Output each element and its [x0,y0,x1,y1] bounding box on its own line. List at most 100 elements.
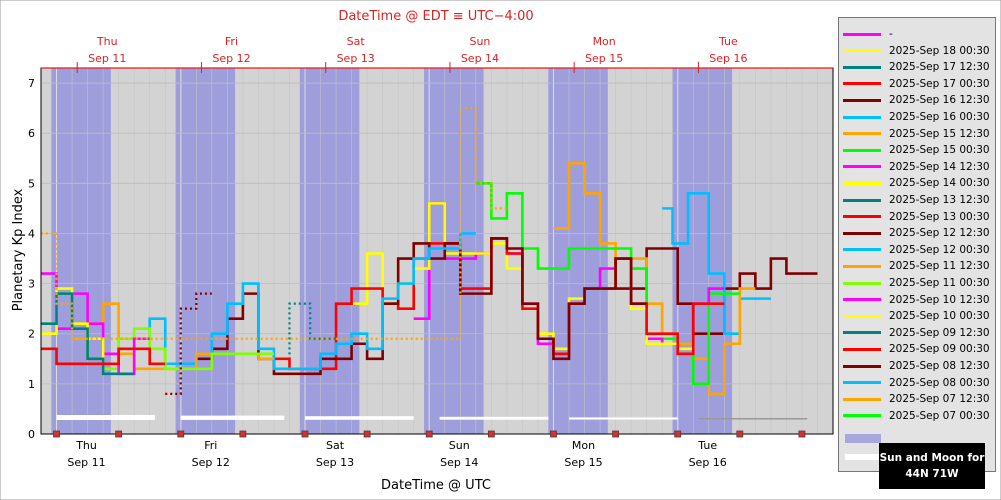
legend-label: 2025-Sep 13 00:30 [889,210,990,223]
legend-swatch [843,181,881,185]
legend-swatch [843,248,881,252]
night-band [51,68,111,434]
legend-swatch [843,132,881,136]
top-tick-date: Sep 11 [88,52,126,65]
legend-swatch [843,298,881,302]
legend-item: 2025-Sep 17 12:30 [843,59,990,75]
legend-label: 2025-Sep 09 12:30 [889,326,990,339]
x-tick-day: Fri [204,439,217,452]
legend-swatch [843,364,881,368]
night-band [548,68,608,434]
legend-item: 2025-Sep 14 12:30 [843,159,990,175]
x-tick-date: Sep 15 [564,456,602,469]
legend-swatch [843,231,881,235]
top-tick-day: Sat [347,35,366,48]
x-tick-date: Sep 12 [192,456,230,469]
x-tick-day: Sun [449,439,470,452]
y-tick-label: 3 [28,278,35,291]
sun-moon-line-1: Sun and Moon for [879,452,985,464]
legend-swatch [843,198,881,202]
legend-label: 2025-Sep 14 12:30 [889,160,990,173]
legend-label: 2025-Sep 10 12:30 [889,293,990,306]
x-axis-marker [363,430,371,438]
legend-label: 2025-Sep 16 12:30 [889,94,990,107]
legend-label: 2025-Sep 08 12:30 [889,360,990,372]
y-axis-label: Planetary Kp Index [11,188,26,311]
sun-moon-label: Sun and Moon for 44N 71W [879,443,985,489]
x-tick-date: Sep 11 [67,456,105,469]
y-tick-label: 6 [28,127,35,140]
legend-swatch [843,314,881,318]
night-band [672,68,733,434]
legend-label: 2025-Sep 11 12:30 [889,260,990,273]
moon-bar [439,416,549,420]
top-tick-day: Tue [718,35,738,48]
legend-item: 2025-Sep 17 00:30 [843,76,990,92]
x-axis-marker [487,430,495,438]
legend-item: 2025-Sep 10 12:30 [843,292,990,308]
legend-label: 2025-Sep 07 12:30 [889,393,990,406]
x-tick-date: Sep 14 [440,456,478,469]
legend-label: 2025-Sep 07 00:30 [889,409,990,422]
legend-swatch [843,397,881,401]
legend-item: 2025-Sep 07 00:30 [843,408,990,424]
legend-swatch [843,115,881,119]
series-line [273,302,337,360]
legend-swatch [843,331,881,335]
legend-item: 2025-Sep 14 00:30 [843,175,990,191]
legend-label: 2025-Sep 18 00:30 [889,44,990,57]
legend-swatch [843,414,881,418]
legend-swatch [843,347,881,351]
legend-label: 2025-Sep 17 00:30 [889,77,990,90]
legend-item: 2025-Sep 16 12:30 [843,92,990,108]
night-band [424,68,484,434]
x-axis-marker [736,430,744,438]
legend-label: 2025-Sep 13 12:30 [889,194,990,206]
x-axis-label: DateTime @ UTC [381,478,491,493]
legend-label: 2025-Sep 17 12:30 [889,61,990,74]
top-tick-day: Fri [225,35,238,48]
legend-label: - [889,28,893,40]
top-tick-day: Thu [96,35,118,48]
series-line [41,347,166,366]
x-tick-day: Thu [75,439,97,452]
legend-swatch [843,281,881,285]
legend-label: 2025-Sep 15 00:30 [889,144,990,157]
legend-swatch [843,215,881,219]
x-axis-marker [177,430,185,438]
legend-item: 2025-Sep 07 12:30 [843,391,990,407]
sun-legend-swatch [845,434,881,443]
legend-swatch [843,82,881,86]
legend-label: 2025-Sep 15 12:30 [889,127,990,140]
x-axis-marker [612,430,619,438]
x-tick-date: Sep 13 [316,456,354,469]
sun-moon-line-2: 44N 71W [905,468,959,480]
legend-label: 2025-Sep 11 00:30 [889,277,990,289]
legend-item: 2025-Sep 10 00:30 [843,308,990,324]
legend-swatch [843,264,881,268]
legend-item: - [843,26,893,42]
moon-bar [698,418,808,420]
legend-item: 2025-Sep 08 00:30 [843,375,990,391]
x-axis-marker [301,430,309,438]
legend-item: 2025-Sep 15 00:30 [843,142,990,158]
legend-swatch [843,148,881,152]
legend-label: 2025-Sep 09 00:30 [889,343,990,356]
series-line [41,107,507,340]
legend-item: 2025-Sep 12 12:30 [843,225,990,241]
top-tick-date: Sep 13 [337,52,375,65]
x-axis-marker [425,430,433,438]
top-tick-day: Mon [593,35,616,48]
x-tick-day: Mon [572,439,595,452]
legend-swatch [843,381,881,385]
y-tick-label: 1 [28,378,35,391]
top-tick-date: Sep 12 [212,52,250,65]
y-tick-label: 7 [28,77,35,90]
legend-label: 2025-Sep 16 00:30 [889,111,990,123]
top-tick-date: Sep 14 [461,52,499,65]
legend-label: 2025-Sep 12 00:30 [889,243,990,256]
legend-item: 2025-Sep 18 00:30 [843,43,990,59]
x-axis-marker [798,430,806,438]
legend-item: 2025-Sep 15 12:30 [843,126,990,142]
